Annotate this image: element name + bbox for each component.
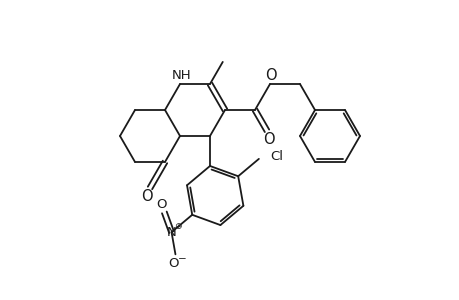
Text: ⊕: ⊕	[174, 222, 181, 231]
Text: O: O	[263, 132, 274, 147]
Text: O: O	[141, 189, 152, 204]
Text: −: −	[178, 254, 186, 264]
Text: NH: NH	[172, 68, 191, 82]
Text: Cl: Cl	[269, 150, 282, 164]
Text: N: N	[166, 226, 176, 239]
Text: O: O	[264, 68, 276, 82]
Text: O: O	[156, 198, 166, 211]
Text: O: O	[168, 257, 178, 270]
